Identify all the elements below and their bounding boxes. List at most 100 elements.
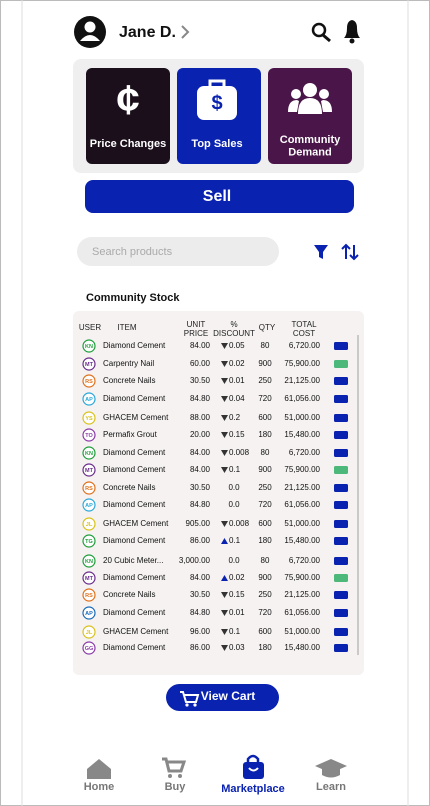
item: Diamond Cement — [103, 394, 166, 403]
status — [334, 484, 348, 492]
trend-down — [221, 396, 228, 402]
table-row[interactable]: MT Carpentry Nail 60.00 0.02 900 75,900.00 — [82, 357, 348, 371]
user-initials: KN — [85, 451, 93, 457]
nav-label[interactable]: Buy — [165, 781, 187, 793]
cart-label: View Cart — [201, 689, 255, 703]
table-row[interactable]: KN Diamond Cement 84.00 0.008 80 6,720.00 — [82, 446, 348, 460]
user-initials: RS — [85, 593, 93, 599]
user-badge — [82, 428, 96, 442]
trend-up — [221, 575, 228, 581]
table-row[interactable]: TO Permafix Grout 20.00 0.15 180 15,480.00 — [82, 428, 348, 442]
unit-price: 30.50 — [190, 376, 211, 385]
nav-label[interactable]: Marketplace — [221, 783, 285, 795]
unit-price: 30.50 — [190, 590, 211, 599]
avatar-head — [84, 21, 96, 33]
trend-down — [221, 645, 228, 651]
table-row[interactable]: KN Diamond Cement 84.00 0.05 80 6,720.00 — [82, 339, 348, 353]
qty: 80 — [261, 448, 270, 457]
section-title: Community Stock — [86, 292, 180, 304]
unit-price: 86.00 — [190, 643, 211, 652]
view-cart-button[interactable]: View Cart — [166, 684, 279, 711]
user-initials: AP — [85, 397, 93, 403]
status — [334, 466, 348, 474]
table-row[interactable]: KN 20 Cubic Meter... 3,000.00 0.0 80 6,720.00 — [82, 554, 348, 568]
table-row[interactable]: TG Diamond Cement 86.00 0.1 180 15,480.00 — [82, 534, 348, 548]
item: Diamond Cement — [103, 465, 166, 474]
bell-icon[interactable] — [344, 20, 360, 44]
nav-label[interactable]: Home — [84, 781, 115, 793]
user-initials: KN — [85, 344, 93, 350]
unit-price: 30.50 — [190, 483, 211, 492]
item: Concrete Nails — [103, 590, 155, 599]
qty: 180 — [258, 430, 272, 439]
table-row[interactable]: GG Diamond Cement 86.00 0.03 180 15,480.00 — [82, 641, 348, 655]
user-badge — [82, 554, 96, 568]
unit-price: 84.00 — [190, 341, 211, 350]
qty: 250 — [258, 376, 272, 385]
status — [334, 342, 348, 350]
table-row[interactable]: JL GHACEM Cement 905.00 0.008 600 51,000.00 — [82, 517, 348, 531]
sell-label: Sell — [203, 188, 231, 205]
discount: 0.008 — [229, 448, 250, 457]
user-badge — [82, 625, 96, 639]
status — [334, 501, 348, 509]
unit-price: 84.00 — [190, 465, 211, 474]
user-initials: GG — [85, 646, 94, 652]
column-header: UNIT PRICE — [184, 320, 208, 338]
user-initials: JL — [86, 522, 93, 528]
table-row[interactable]: RS Concrete Nails 30.50 0.0 250 21,125.00 — [82, 481, 348, 495]
qty: 600 — [258, 627, 272, 636]
sort-icon[interactable] — [341, 243, 359, 261]
unit-price: 84.80 — [190, 608, 211, 617]
table-row[interactable]: JL GHACEM Cement 96.00 0.1 600 51,000.00 — [82, 625, 348, 639]
total-cost: 21,125.00 — [284, 483, 320, 492]
buy-icon — [162, 757, 187, 773]
table-row[interactable]: AP Diamond Cement 84.80 0.04 720 61,056.00 — [82, 392, 348, 406]
trend-down — [221, 592, 228, 598]
user-badge — [82, 588, 96, 602]
total-cost: 21,125.00 — [284, 376, 320, 385]
table-row[interactable]: MT Diamond Cement 84.00 0.02 900 75,900.00 — [82, 571, 348, 585]
column-header: TOTAL COST — [291, 320, 317, 338]
discount: 0.02 — [229, 573, 245, 582]
table-row[interactable]: RS Concrete Nails 30.50 0.01 250 21,125.00 — [82, 374, 348, 388]
table-row[interactable]: AP Diamond Cement 84.80 0.01 720 61,056.00 — [82, 606, 348, 620]
search-icon[interactable] — [311, 22, 331, 43]
status — [334, 591, 348, 599]
tile[interactable]: ¢ Price Changes — [86, 68, 170, 164]
tile[interactable]: Community Demand — [268, 68, 352, 164]
nav-label[interactable]: Learn — [316, 781, 346, 793]
table-row[interactable]: AP Diamond Cement 84.80 0.0 720 61,056.00 — [82, 498, 348, 512]
status — [334, 431, 348, 439]
search-input[interactable]: Search products — [77, 237, 279, 266]
item: Diamond Cement — [103, 448, 166, 457]
table-row[interactable]: YS GHACEM Cement 88.00 0.2 600 51,000.00 — [82, 411, 348, 425]
status — [334, 377, 348, 385]
user-badge — [82, 606, 96, 620]
user-badge — [82, 498, 96, 512]
tile[interactable]: $ Top Sales — [177, 68, 261, 164]
qty: 600 — [258, 413, 272, 422]
item: Permafix Grout — [103, 430, 158, 439]
trend-down — [221, 432, 228, 438]
user-badge — [82, 374, 96, 388]
qty: 900 — [258, 465, 272, 474]
status — [334, 449, 348, 457]
qty: 900 — [258, 573, 272, 582]
item: Carpentry Nail — [103, 359, 154, 368]
table-panel — [73, 311, 364, 675]
profile[interactable]: Jane D. — [74, 16, 190, 48]
discount: 0.1 — [229, 536, 241, 545]
total-cost: 75,900.00 — [284, 573, 320, 582]
filter-icon[interactable] — [314, 245, 328, 259]
bottom-nav: Home Buy Marketplace Learn — [84, 754, 347, 795]
column-header: QTY — [259, 323, 276, 332]
sell-button[interactable]: Sell — [85, 180, 354, 213]
trend-down — [221, 378, 228, 384]
table-row[interactable]: MT Diamond Cement 84.00 0.1 900 75,900.00 — [82, 463, 348, 477]
table-row[interactable]: RS Concrete Nails 30.50 0.15 250 21,125.00 — [82, 588, 348, 602]
total-cost: 51,000.00 — [284, 519, 320, 528]
trend-up — [221, 538, 228, 544]
trend-down — [221, 343, 228, 349]
